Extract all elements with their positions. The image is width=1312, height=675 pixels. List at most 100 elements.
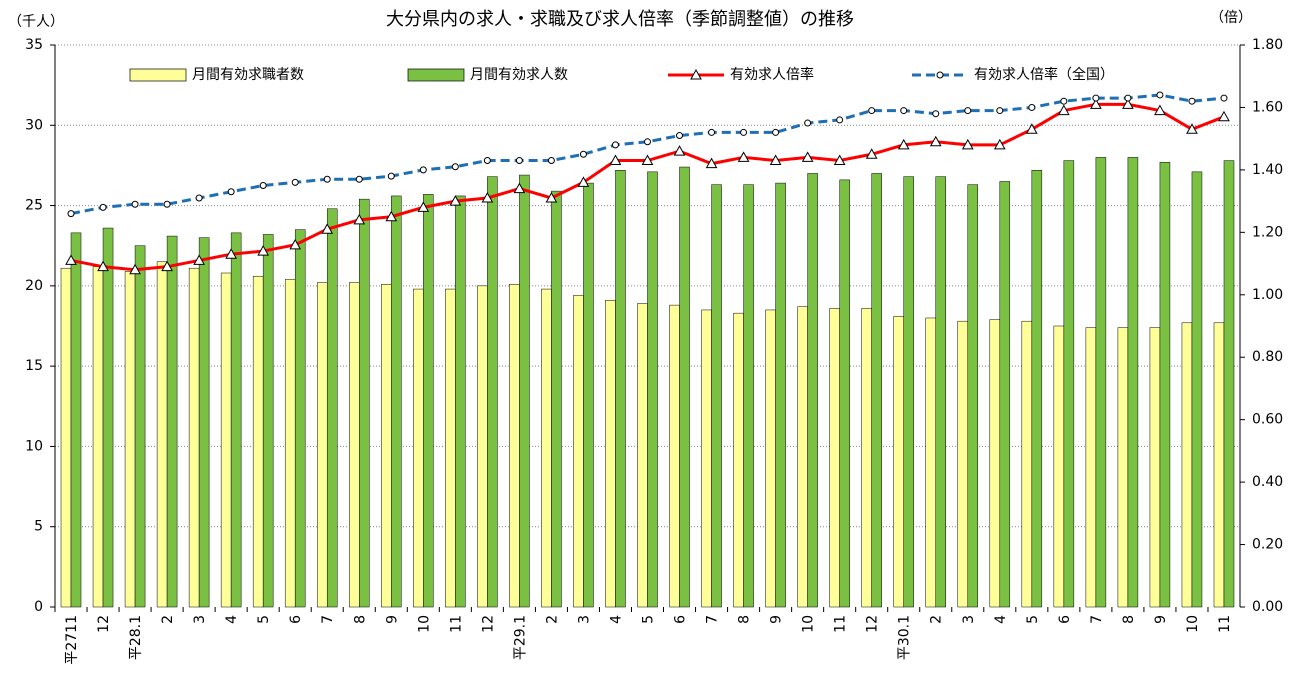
- x-tick-label: 10: [801, 615, 817, 633]
- bar: [509, 284, 520, 608]
- line-marker: [515, 157, 523, 165]
- x-tick-label: 6: [288, 615, 304, 624]
- x-tick-label: 5: [641, 615, 657, 624]
- bar: [541, 288, 552, 608]
- line-marker: [673, 145, 686, 156]
- bar: [188, 267, 200, 608]
- line-marker: [67, 210, 75, 218]
- legend-label: 有効求人倍率: [730, 66, 814, 83]
- bar: [701, 309, 712, 608]
- legend-label: 月間有効求人数: [470, 67, 568, 83]
- bar: [765, 309, 776, 608]
- line-marker: [964, 107, 972, 115]
- bar: [252, 275, 264, 608]
- line-marker: [289, 238, 302, 250]
- y-tick-label: 25: [25, 198, 43, 214]
- y2-tick-label: 1.20: [1252, 224, 1283, 240]
- bar: [903, 176, 914, 608]
- line-marker: [163, 200, 171, 208]
- x-tick-label: 平29.1: [512, 615, 528, 660]
- x-tick-label: 12: [865, 615, 881, 633]
- bar: [583, 182, 594, 608]
- line-marker: [609, 154, 622, 166]
- bar: [925, 317, 936, 608]
- line-marker: [1188, 97, 1196, 105]
- x-tick-label: 2: [544, 615, 560, 624]
- line-marker: [1090, 98, 1102, 109]
- bar: [230, 232, 242, 608]
- line-marker: [1025, 123, 1038, 134]
- bar: [743, 184, 754, 608]
- line-marker: [353, 213, 366, 225]
- line-marker: [323, 175, 331, 183]
- x-tick-label: 3: [192, 615, 208, 624]
- y2-tick-label: 1.60: [1252, 99, 1283, 115]
- x-tick-label: 11: [448, 615, 464, 633]
- line-marker: [929, 135, 942, 147]
- line-marker: [547, 157, 555, 165]
- bar: [797, 306, 808, 608]
- bar: [893, 316, 904, 608]
- line-marker: [833, 154, 846, 166]
- y-tick-label: 10: [25, 438, 43, 454]
- line-marker: [417, 201, 430, 212]
- bar: [445, 288, 456, 608]
- bar: [967, 184, 979, 608]
- bar: [413, 288, 424, 608]
- bar: [1095, 157, 1107, 608]
- x-tick-label: 2: [929, 615, 945, 624]
- line-marker: [321, 223, 334, 234]
- bar: [359, 198, 370, 608]
- bar: [455, 195, 466, 608]
- x-tick-label: 6: [673, 615, 689, 624]
- bar: [198, 237, 210, 608]
- bar: [1223, 160, 1235, 608]
- x-tick-label: 4: [993, 615, 1009, 624]
- bar: [1191, 171, 1203, 608]
- bar: [775, 182, 786, 608]
- bar: [1127, 157, 1139, 608]
- bar: [861, 308, 872, 608]
- bar: [70, 232, 82, 608]
- y2-tick-label: 0.60: [1252, 412, 1283, 428]
- bar: [733, 312, 744, 608]
- line-marker: [65, 254, 77, 265]
- line-marker: [996, 107, 1004, 115]
- line-marker: [577, 176, 590, 187]
- line-marker: [225, 248, 237, 259]
- line-marker: [385, 210, 398, 222]
- x-tick-label: 平28.1: [128, 615, 144, 660]
- line-marker: [644, 138, 651, 146]
- y-tick-label: 20: [25, 278, 43, 294]
- bar: [102, 227, 114, 608]
- x-tick-label: 7: [1089, 615, 1105, 624]
- bar: [316, 282, 328, 608]
- x-tick-label: 12: [480, 615, 496, 633]
- x-tick-label: 7: [705, 615, 721, 624]
- x-tick-label: 平2711: [64, 615, 80, 665]
- bar: [1085, 327, 1097, 608]
- bar: [957, 320, 969, 608]
- x-tick-label: 5: [1025, 615, 1041, 624]
- bar: [839, 179, 850, 608]
- line-marker: [1156, 91, 1164, 99]
- legend-label: 有効求人倍率（全国）: [974, 66, 1114, 83]
- line-marker: [579, 150, 587, 158]
- y-tick-label: 5: [34, 519, 43, 535]
- bar: [615, 169, 626, 608]
- y-tick-label: 0: [34, 599, 43, 615]
- bar: [134, 245, 146, 608]
- line-marker: [161, 260, 173, 272]
- line-marker: [387, 172, 395, 180]
- bar: [156, 261, 168, 608]
- bar: [1181, 322, 1193, 608]
- line-marker: [932, 110, 940, 118]
- bar: [1213, 322, 1225, 608]
- x-tick-label: 9: [769, 615, 785, 624]
- bar: [605, 300, 616, 608]
- line-marker: [641, 154, 654, 166]
- y2-tick-label: 1.80: [1252, 37, 1283, 53]
- bar: [871, 173, 882, 608]
